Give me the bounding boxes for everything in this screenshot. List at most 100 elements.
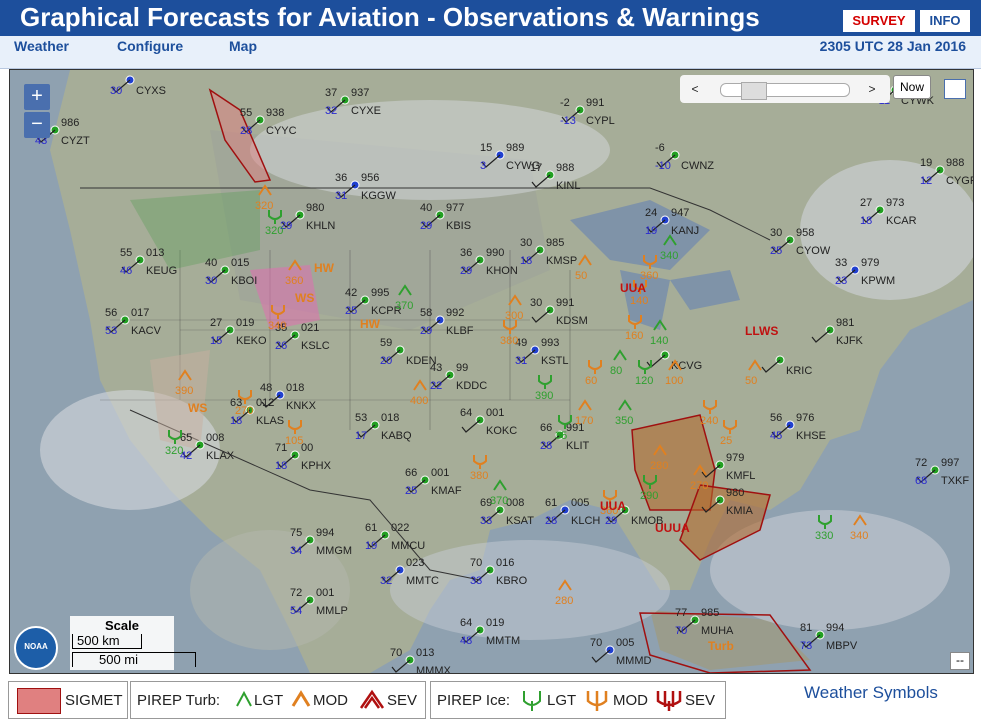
map-canvas[interactable] <box>10 70 973 673</box>
menu-weather[interactable]: Weather <box>14 38 69 54</box>
station-kmaf[interactable]: 66 25 001 KMAF <box>405 467 462 497</box>
station-khln[interactable]: 29 980 KHLN <box>280 202 335 232</box>
menu-map[interactable]: Map <box>229 38 257 54</box>
pirep-marker[interactable]: 50 <box>745 359 762 387</box>
station-kanj[interactable]: 24 19 947 KANJ <box>645 207 699 237</box>
pirep-marker[interactable]: 370 <box>395 284 413 312</box>
pirep-marker[interactable]: 290 <box>640 475 658 502</box>
now-button[interactable]: Now <box>893 75 931 99</box>
pirep-marker[interactable]: 380 <box>470 455 488 482</box>
pirep-marker[interactable]: 380 <box>500 320 518 347</box>
pirep-marker[interactable]: 105 <box>285 420 303 447</box>
pirep-marker[interactable]: 25 <box>720 420 737 447</box>
weather-symbols-link[interactable]: Weather Symbols <box>804 683 938 702</box>
station-kbro[interactable]: 70 33 016 KBRO <box>470 557 528 587</box>
pirep-marker[interactable]: 120 <box>635 360 653 387</box>
station-cwnz[interactable]: -6 -10 CWNZ <box>655 142 714 172</box>
pirep-marker[interactable]: 330 <box>815 515 833 542</box>
station-mmcu[interactable]: 61 19 022 MMCU <box>365 522 425 552</box>
pirep-marker[interactable]: 60 <box>585 360 602 387</box>
station-mmgm[interactable]: 75 34 994 MMGM <box>290 527 352 557</box>
station-txkf[interactable]: 72 68 997 TXKF <box>915 457 969 487</box>
pirep-marker[interactable]: 360 <box>600 490 618 517</box>
station-kggw[interactable]: 36 31 956 KGGW <box>335 172 396 202</box>
time-slider-track[interactable] <box>720 82 850 100</box>
station-kpwm[interactable]: 33 23 979 KPWM <box>835 257 895 287</box>
station-khse[interactable]: 56 45 976 KHSE <box>770 412 826 442</box>
pirep-marker[interactable]: 400 <box>410 379 428 407</box>
station-khon[interactable]: 36 29 990 KHON <box>460 247 518 277</box>
station-kbis[interactable]: 40 29 977 KBIS <box>420 202 471 232</box>
station-kmia[interactable]: 980 KMIA <box>701 487 754 517</box>
pirep-marker[interactable]: 350 <box>615 399 633 427</box>
station-kphx[interactable]: 71 18 00 KPHX <box>275 442 332 472</box>
station-mmtm[interactable]: 64 48 019 MMTM <box>460 617 520 647</box>
collapse-button[interactable]: -- <box>950 652 970 670</box>
pirep-marker[interactable]: 320 <box>165 430 183 457</box>
station-kmob[interactable]: 29 KMOB <box>605 505 663 527</box>
pirep-marker[interactable]: 320 <box>265 210 283 237</box>
station-kden[interactable]: 59 20 KDEN <box>380 337 437 367</box>
pirep-marker[interactable]: 35 <box>555 415 572 442</box>
pirep-marker[interactable]: 140 <box>650 319 668 347</box>
station-kabq[interactable]: 53 17 018 KABQ <box>355 412 412 442</box>
station-knkx[interactable]: 48 018 KNKX <box>260 382 317 412</box>
station-klch[interactable]: 61 28 005 KLCH <box>545 497 600 527</box>
pirep-marker[interactable]: 50 <box>575 254 592 282</box>
pirep-marker[interactable]: 280 <box>555 579 573 607</box>
station-cygp[interactable]: 19 12 988 CYGP <box>920 157 973 187</box>
station-kstl[interactable]: 49 31 993 KSTL <box>515 337 569 367</box>
station-klas[interactable]: 63 18 012 KLAS <box>230 397 284 427</box>
pirep-marker[interactable]: 280 <box>650 444 668 472</box>
survey-button[interactable]: SURVEY <box>843 10 915 32</box>
pirep-marker[interactable]: 320 <box>255 184 273 212</box>
pirep-marker[interactable]: 370 <box>490 479 508 507</box>
pirep-marker[interactable]: 360 <box>285 259 303 287</box>
pirep-marker[interactable]: 170 <box>575 399 593 427</box>
pirep-marker[interactable]: 390 <box>175 369 193 397</box>
station-cyyc[interactable]: 55 28 938 CYYC <box>240 107 297 137</box>
station-kslc[interactable]: 35 26 021 KSLC <box>275 322 330 352</box>
station-cypl[interactable]: -2 -13 991 CYPL <box>560 97 615 127</box>
pirep-marker[interactable]: 300 <box>505 294 523 322</box>
pirep-marker[interactable]: 270 <box>690 464 708 492</box>
pirep-marker[interactable]: 360 <box>640 255 658 282</box>
station-mmlp[interactable]: 72 54 001 MMLP <box>290 587 348 617</box>
pirep-marker[interactable]: 140 <box>630 280 648 307</box>
station-kokc[interactable]: 64 001 KOKC <box>460 407 517 437</box>
station-mmtc[interactable]: 32 023 MMTC <box>380 557 439 587</box>
pirep-marker[interactable]: 390 <box>535 375 553 402</box>
station-kric[interactable]: KRIC <box>761 355 812 377</box>
station-klit[interactable]: 66 28 991 KLIT <box>540 422 590 452</box>
pirep-marker[interactable]: 240 <box>700 400 718 427</box>
station-cyow[interactable]: 30 25 958 CYOW <box>770 227 831 257</box>
station-klax[interactable]: 65 42 008 KLAX <box>180 432 235 462</box>
station-cywg[interactable]: 15 3 989 CYWG <box>480 142 540 172</box>
map-view[interactable]: 30CYXS4643986CYZT5528938CYYC3732937CYXE-… <box>9 69 974 674</box>
pirep-marker[interactable]: 270 <box>235 390 253 417</box>
station-kinl[interactable]: 17 988 KINL <box>530 162 580 192</box>
station-ksat[interactable]: 69 33 008 KSAT <box>480 497 534 527</box>
pirep-marker[interactable]: 340 <box>850 514 868 542</box>
station-klbf[interactable]: 58 29 992 KLBF <box>420 307 474 337</box>
zoom-in-button[interactable]: + <box>24 84 50 110</box>
time-slider-thumb[interactable] <box>741 82 767 100</box>
pirep-marker[interactable]: 100 <box>665 359 683 387</box>
station-cyxe[interactable]: 37 32 937 CYXE <box>325 87 381 117</box>
station-mbpv[interactable]: 81 73 994 MBPV <box>800 622 858 652</box>
station-keko[interactable]: 27 15 019 KEKO <box>210 317 267 347</box>
info-button[interactable]: INFO <box>920 10 970 32</box>
station-muha[interactable]: 77 70 985 MUHA <box>675 607 734 637</box>
station-mmmd[interactable]: 70 005 MMMD <box>590 637 651 667</box>
station-kjfk[interactable]: 981 KJFK <box>811 317 864 347</box>
zoom-out-button[interactable]: − <box>24 112 50 138</box>
station-kboi[interactable]: 40 30 015 KBOI <box>205 257 257 287</box>
station-keug[interactable]: 55 46 013 KEUG <box>120 247 177 277</box>
layers-icon[interactable] <box>944 79 966 99</box>
station-kcpr[interactable]: 42 25 995 KCPR <box>345 287 402 317</box>
station-kcar[interactable]: 27 18 973 KCAR <box>860 197 917 227</box>
station-kddc[interactable]: 43 22 99 KDDC <box>430 362 487 392</box>
station-kacv[interactable]: 56 53 017 KACV <box>105 307 162 337</box>
time-prev-button[interactable]: < <box>691 82 699 96</box>
pirep-marker[interactable]: 160 <box>625 315 643 342</box>
